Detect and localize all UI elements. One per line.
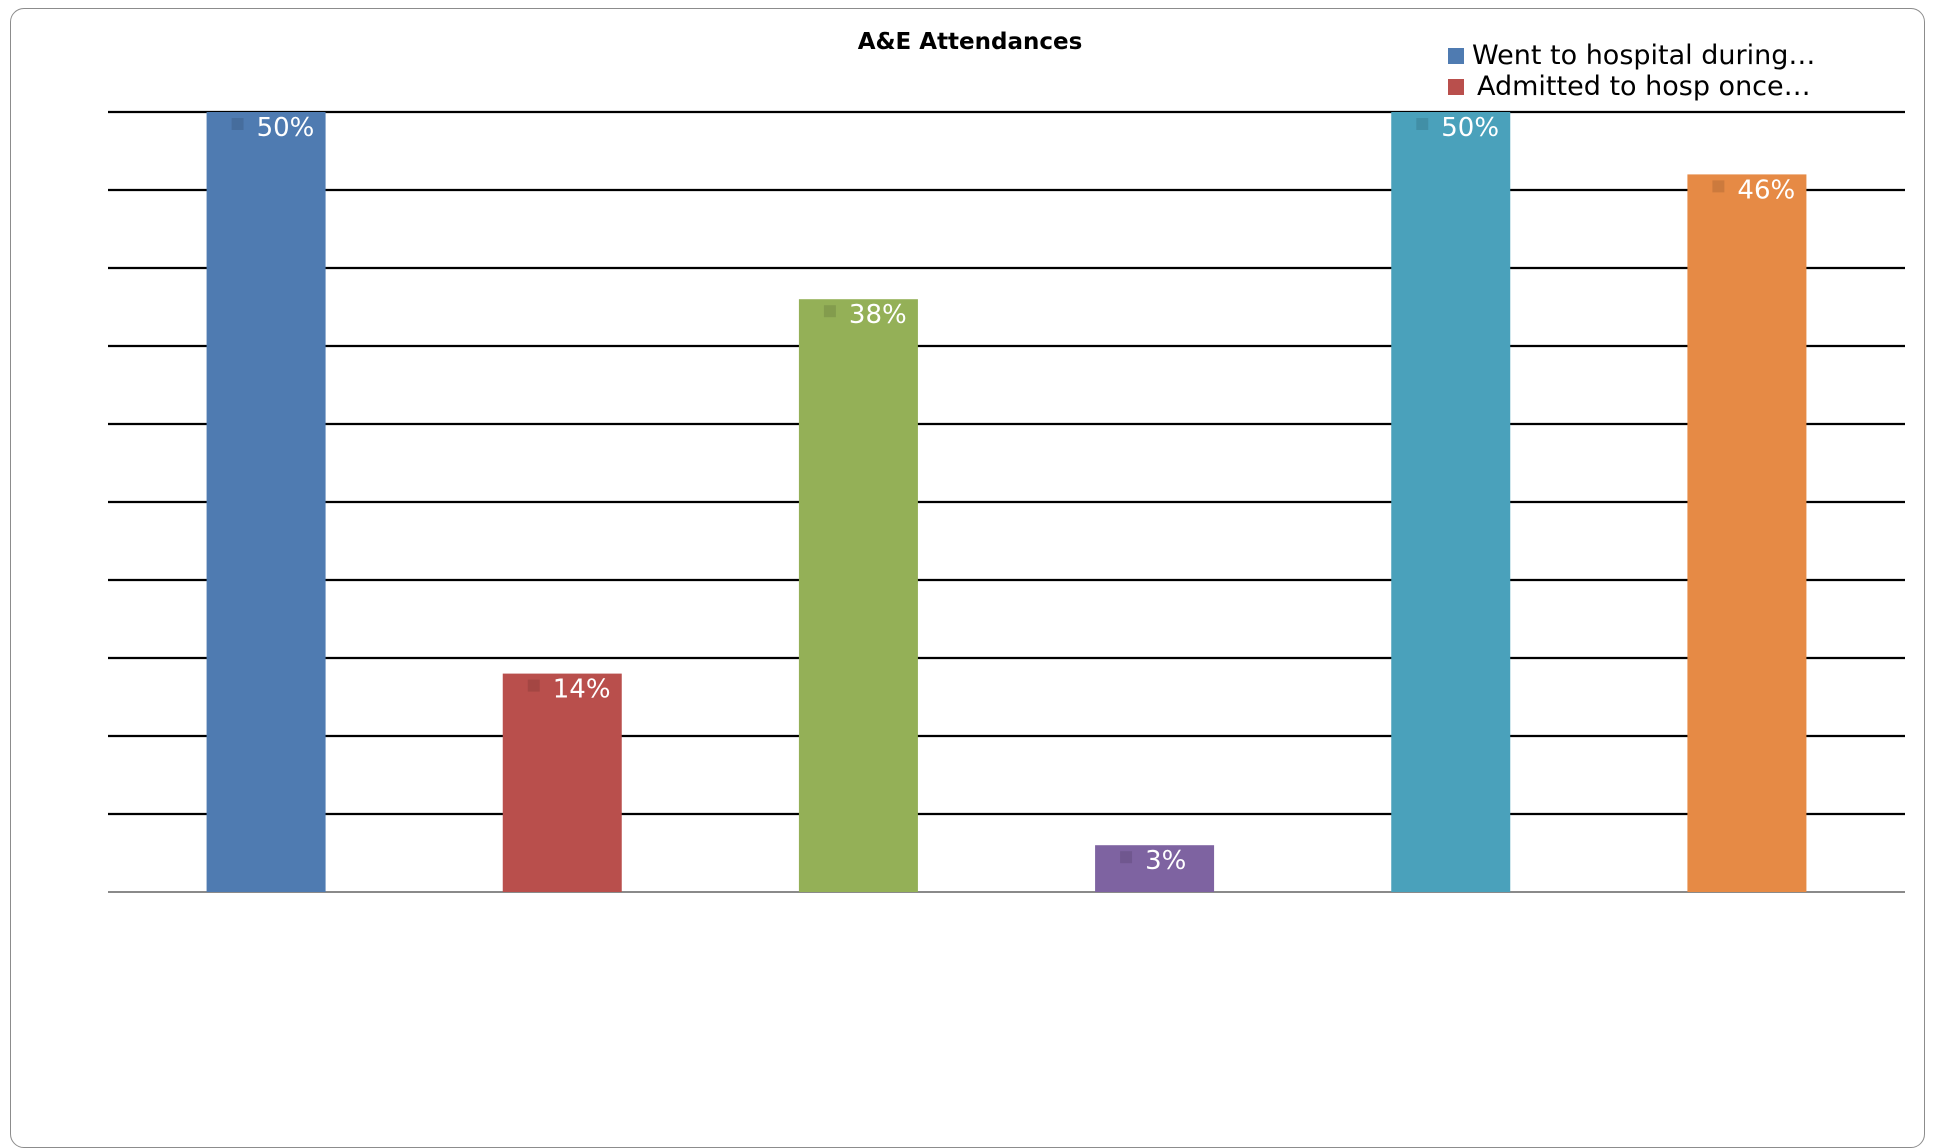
data-label-marker (1416, 118, 1429, 130)
bar (206, 112, 326, 892)
bar (1391, 112, 1511, 892)
data-label: 38% (849, 300, 907, 330)
legend-swatch (1448, 78, 1464, 95)
data-label: 50% (257, 113, 315, 143)
bar (502, 673, 622, 892)
data-label-marker (823, 305, 836, 318)
bar (1095, 845, 1215, 892)
bar (798, 299, 918, 892)
data-label: 50% (1441, 113, 1499, 143)
data-label-marker (1120, 851, 1133, 864)
legend-label: Went to hospital during… (1472, 40, 1816, 71)
data-label-marker (527, 679, 540, 692)
legend-label: Admitted to hosp once… (1477, 71, 1811, 102)
chart-title: A&E Attendances (857, 29, 1083, 55)
bar (1687, 174, 1807, 892)
data-label-marker (231, 118, 244, 130)
legend-item: Went to hospital during… (1448, 40, 1815, 71)
legend: Went to hospital during… Admitted to hos… (1448, 40, 1815, 102)
data-label: 46% (1737, 175, 1795, 205)
data-label: 14% (553, 675, 611, 705)
legend-swatch (1448, 47, 1464, 64)
chart-frame (10, 8, 1925, 1148)
data-label: 3% (1145, 846, 1186, 876)
data-label-marker (1712, 180, 1725, 193)
legend-item: Admitted to hosp once… (1448, 71, 1815, 102)
